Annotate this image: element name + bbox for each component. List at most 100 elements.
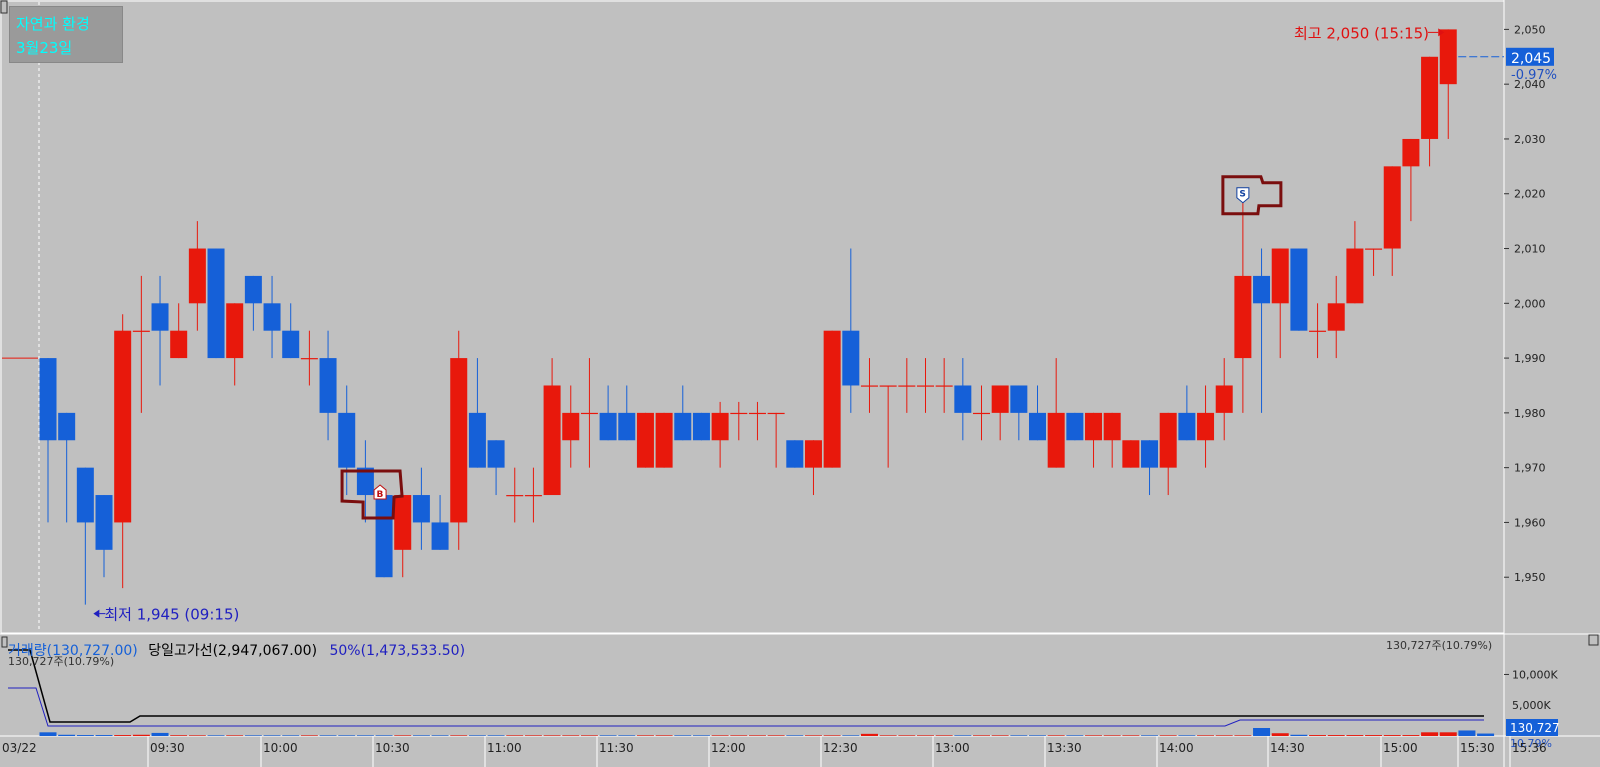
volume-bar bbox=[954, 735, 972, 736]
volume-bar bbox=[263, 735, 281, 736]
volume-bar bbox=[1141, 735, 1159, 736]
candle-body bbox=[1234, 275, 1252, 359]
candle-body bbox=[356, 467, 374, 496]
volume-bar bbox=[95, 735, 113, 736]
sell-signal-icon bbox=[1236, 187, 1250, 204]
volume-bar bbox=[767, 735, 785, 736]
volume-bar bbox=[170, 735, 188, 736]
y-tick-label: 1,990 bbox=[1514, 352, 1546, 365]
candle-body bbox=[412, 495, 430, 523]
volume-panel-handle-right bbox=[1588, 634, 1599, 646]
volume-bar bbox=[748, 735, 766, 736]
volume-bar bbox=[338, 735, 356, 736]
buy-signal-icon bbox=[373, 484, 387, 500]
volume-bar bbox=[244, 735, 262, 736]
volume-bar bbox=[151, 732, 169, 736]
volume-bar bbox=[636, 735, 654, 736]
candle-body bbox=[450, 358, 468, 523]
candle-body bbox=[1271, 248, 1289, 304]
volume-bar bbox=[356, 735, 374, 736]
candle-body bbox=[842, 330, 860, 386]
candle-body bbox=[1327, 303, 1345, 331]
candle-body bbox=[991, 385, 1009, 413]
volume-bar bbox=[1421, 732, 1439, 736]
volume-bar bbox=[1010, 735, 1028, 736]
candle-body bbox=[300, 358, 318, 360]
y-tick-label: 2,050 bbox=[1514, 23, 1546, 36]
volume-bar bbox=[226, 735, 244, 736]
candle-body bbox=[973, 412, 990, 415]
volume-bar bbox=[1215, 735, 1233, 736]
candle-body bbox=[1047, 412, 1065, 468]
candle-body bbox=[226, 303, 244, 359]
volume-bar bbox=[207, 735, 225, 736]
candle-body bbox=[916, 385, 934, 387]
volume-tick-label: 10,000K bbox=[1512, 668, 1558, 681]
x-tick-label: 12:00 bbox=[711, 741, 746, 755]
volume-legend-highline: 당일고가선(2,947,067.00) bbox=[148, 643, 318, 659]
candle-body bbox=[543, 385, 561, 496]
candle-body bbox=[898, 385, 916, 387]
price-panel-handle bbox=[0, 0, 8, 14]
volume-legend-volume: 거래량(130,727.00) bbox=[8, 643, 138, 659]
high-label: 최고 2,050 (15:15) bbox=[1294, 24, 1429, 42]
candle-body bbox=[1122, 440, 1140, 468]
x-tick-label: 11:30 bbox=[599, 741, 634, 755]
x-tick-label: 10:30 bbox=[375, 741, 410, 755]
volume-bar bbox=[898, 735, 916, 736]
volume-bar bbox=[1365, 735, 1383, 736]
volume-bar bbox=[842, 735, 860, 736]
candle-body bbox=[1290, 248, 1308, 331]
volume-bar bbox=[973, 735, 990, 736]
volume-bar bbox=[786, 735, 804, 736]
volume-right-info: 130,727주(10.79%) bbox=[1386, 639, 1492, 652]
x-tick-label: 15:30 bbox=[1460, 741, 1495, 755]
candle-body bbox=[804, 440, 822, 468]
volume-bar bbox=[1047, 735, 1065, 736]
volume-tick-label-2: 5,000K bbox=[1512, 699, 1551, 712]
candle-body bbox=[1421, 56, 1439, 139]
y-tick-label: 2,000 bbox=[1514, 297, 1546, 310]
candle-body bbox=[1178, 412, 1196, 441]
candle-body bbox=[935, 385, 953, 387]
volume-bar bbox=[1159, 735, 1177, 736]
fifty-percent-line bbox=[8, 687, 1484, 727]
volume-panel-handle bbox=[1, 636, 8, 648]
candle-body bbox=[674, 412, 692, 441]
candle-body bbox=[730, 412, 748, 415]
volume-bar bbox=[375, 735, 393, 736]
day-high-volume-line bbox=[8, 649, 1484, 723]
candle-body bbox=[1066, 412, 1084, 441]
current-price-label: 2,045 bbox=[1511, 51, 1551, 67]
volume-bar bbox=[188, 735, 206, 736]
candle-body bbox=[1383, 166, 1401, 249]
volume-bar bbox=[1029, 735, 1047, 736]
x-tick-label: 14:00 bbox=[1159, 741, 1194, 755]
candle-body bbox=[1346, 248, 1364, 304]
candle-body bbox=[207, 248, 225, 359]
volume-bar bbox=[1346, 735, 1364, 736]
candle-body bbox=[1253, 275, 1271, 304]
candle-body bbox=[95, 495, 113, 550]
candle-body bbox=[1029, 412, 1047, 441]
volume-bar bbox=[580, 735, 598, 736]
candle-body bbox=[394, 495, 412, 550]
candle-body bbox=[1085, 412, 1103, 441]
volume-bar bbox=[450, 735, 468, 736]
candle-body bbox=[823, 330, 841, 468]
volume-bar bbox=[711, 735, 729, 736]
candle-body bbox=[487, 440, 505, 468]
title-box: 자연과 환경 3월23일 bbox=[9, 6, 123, 63]
chart-date: 3월23일 bbox=[16, 39, 73, 57]
candle-body bbox=[711, 412, 729, 441]
volume-bar bbox=[1458, 730, 1476, 736]
volume-bar bbox=[860, 733, 878, 736]
y-tick-label: 2,030 bbox=[1514, 133, 1546, 146]
volume-bar bbox=[300, 735, 318, 736]
volume-bar bbox=[730, 735, 748, 736]
candle-body bbox=[954, 385, 972, 413]
volume-bar bbox=[655, 735, 673, 736]
volume-bar bbox=[1271, 733, 1289, 736]
candle-body bbox=[39, 358, 57, 441]
